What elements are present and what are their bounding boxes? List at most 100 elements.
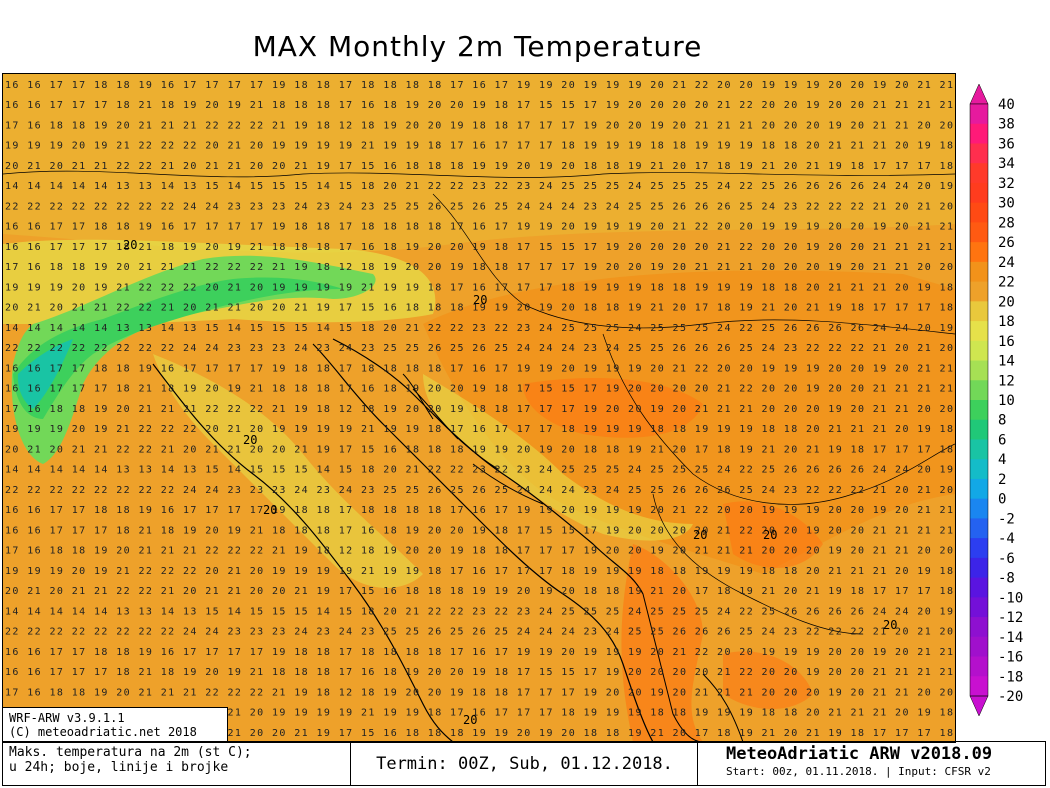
temperature-map: 16 16 17 17 18 18 19 16 17 17 17 17 19 1… (2, 73, 956, 743)
colorbar-tick-label: -14 (998, 630, 1023, 646)
contour-label: 20 (123, 238, 137, 252)
grid-value-row: 16 16 17 17 18 18 19 16 17 17 17 17 19 1… (5, 80, 953, 91)
border-line-1 (3, 170, 955, 178)
grid-value-row: 19 19 19 20 19 21 22 22 22 20 21 20 19 1… (5, 566, 953, 577)
colorbar-swatch (970, 597, 988, 618)
grid-value-row: 17 16 18 18 19 20 21 21 21 22 22 22 21 1… (5, 262, 953, 273)
description-line-2: u 24h; boje, linije i brojke (9, 760, 229, 775)
grid-value-row: 19 19 19 20 19 21 22 22 22 20 21 20 19 1… (5, 708, 953, 719)
colorbar-swatch (970, 419, 988, 440)
colorbar-swatch (970, 478, 988, 500)
colorbar-tick-label: 22 (998, 275, 1015, 291)
colorbar-swatch (970, 281, 988, 302)
grid-value-row: 17 16 18 18 19 20 21 21 21 22 22 22 21 1… (5, 404, 953, 415)
colorbar-swatch (970, 656, 988, 677)
grid-value-row: 14 14 14 14 14 13 13 14 13 15 14 15 15 1… (5, 323, 953, 334)
colorbar-tick-label: -12 (998, 610, 1023, 626)
grid-value-row: 22 22 22 22 22 22 22 22 24 24 23 23 23 2… (5, 201, 953, 212)
grid-value-row: 20 21 20 21 21 22 22 21 20 21 21 20 20 2… (5, 586, 953, 597)
grid-value-row: 19 19 19 20 19 21 22 22 22 20 21 20 19 1… (5, 424, 953, 435)
grid-value-row: 14 14 14 14 14 13 13 14 13 15 14 15 15 1… (5, 606, 953, 617)
grid-value-row: 17 16 18 18 19 20 21 21 21 22 22 22 21 1… (5, 546, 953, 557)
colorbar-tick-label: 24 (998, 255, 1015, 271)
grid-value-row: 14 14 14 14 14 13 13 14 13 15 14 15 15 1… (5, 465, 953, 476)
colorbar-top-arrow (969, 83, 989, 105)
contour-label: 20 (883, 618, 897, 632)
temperature-value-grid: 16 16 17 17 18 18 19 16 17 17 17 17 19 1… (5, 80, 953, 739)
colorbar-tick-label: 8 (998, 413, 1006, 429)
colorbar-swatch (970, 242, 988, 263)
colorbar-swatch (970, 261, 988, 283)
border-line-4 (652, 493, 864, 635)
colorbar-tick-label: 2 (998, 472, 1006, 488)
colorbar-tick-label: -10 (998, 590, 1023, 606)
colorbar-swatch (970, 518, 988, 539)
grid-value-row: 16 16 17 17 18 18 19 16 17 17 17 17 19 1… (5, 647, 953, 658)
contour-label: 20 (263, 503, 277, 517)
colorbar-tick-label: 0 (998, 492, 1006, 508)
grid-value-row: 16 16 17 17 17 18 21 18 19 20 19 21 18 1… (5, 100, 953, 111)
grid-value-row: 22 22 22 22 22 22 22 22 24 24 23 23 23 2… (5, 485, 953, 496)
colorbar-tick-label: 20 (998, 294, 1015, 310)
colorbar-swatch (970, 439, 988, 460)
colorbar-tick-label: -2 (998, 511, 1015, 527)
hot-region-balkan (523, 378, 703, 438)
alps-coldest-band (13, 277, 343, 419)
grid-value-row: 17 16 18 18 19 20 21 21 21 22 22 22 21 1… (5, 687, 953, 698)
adriatic-coastline-east (332, 338, 644, 595)
colorbar-swatch (970, 676, 988, 697)
grid-value-row: 16 16 17 17 18 18 19 16 17 17 17 17 19 1… (5, 505, 953, 516)
colorbar-swatch (970, 459, 988, 480)
contour-label: 20 (463, 713, 477, 727)
contour-label: 20 (763, 528, 777, 542)
colorbar-tick-label: 10 (998, 393, 1015, 409)
grid-value-row: 16 16 17 17 18 18 19 16 17 17 17 17 19 1… (5, 363, 953, 374)
hot-region-turkey (723, 501, 823, 568)
grid-value-row: 16 16 17 17 18 18 19 16 17 17 17 17 19 1… (5, 222, 953, 233)
grid-value-row: 16 16 17 17 17 18 21 18 19 20 19 21 18 1… (5, 667, 953, 678)
brand-label: MeteoAdriatic ARW v2018.09 (726, 744, 993, 764)
footer-bar: Maks. temperatura na 2m (st C); u 24h; b… (2, 741, 1046, 786)
colorbar-tick-label: -8 (998, 571, 1015, 587)
footer-description: Maks. temperatura na 2m (st C); u 24h; b… (3, 742, 351, 785)
grid-value-row: 16 16 17 17 17 18 21 18 19 20 19 21 18 1… (5, 384, 953, 395)
colorbar-swatch (970, 182, 988, 204)
grid-value-row: 20 21 20 21 21 22 22 21 20 21 21 20 20 2… (5, 728, 953, 739)
grid-value-row: 20 21 20 21 21 22 22 21 20 21 21 20 20 2… (5, 303, 953, 314)
colorbar-swatch (970, 321, 988, 342)
colorbar-tick-label: 40 (998, 97, 1015, 113)
colorbar-swatch (970, 340, 988, 362)
colorbar-tick-label: 16 (998, 334, 1015, 350)
colorbar-swatch (970, 636, 988, 658)
colorbar-swatch (970, 577, 988, 598)
colorbar-swatch (970, 143, 988, 164)
colorbar-swatch (970, 400, 988, 421)
adriatic-coastline-west (312, 343, 654, 742)
colorbar-tick-label: 32 (998, 176, 1015, 192)
colorbar-tick-label: 36 (998, 136, 1015, 152)
colorbar-tick-label: 12 (998, 373, 1015, 389)
colorbar-tick-label: -16 (998, 650, 1023, 666)
border-line-3 (602, 333, 955, 505)
colorbar-tick-label: 34 (998, 156, 1015, 172)
colorbar-tick-label: 38 (998, 117, 1015, 133)
model-info-box: WRF-ARW v3.9.1.1 (C) meteoadriatic.net 2… (2, 707, 228, 741)
temperature-colorbar: 4038363432302826242220181614121086420-2-… (969, 83, 1023, 717)
colorbar-swatch (970, 498, 988, 519)
grid-value-row: 16 16 17 17 17 18 21 18 19 20 19 21 18 1… (5, 525, 953, 536)
colorbar-tick-label: -6 (998, 551, 1015, 567)
colorbar-bottom-arrow (969, 695, 989, 717)
contour-label: 20 (693, 528, 707, 542)
grid-value-row: 19 19 19 20 19 21 22 22 22 20 21 20 19 1… (5, 141, 953, 152)
colorbar-tick-label: 30 (998, 196, 1015, 212)
border-line-2 (432, 193, 955, 335)
grid-value-row: 22 22 22 22 22 22 22 22 24 24 23 23 23 2… (5, 343, 953, 354)
hot-region-greece (621, 544, 703, 742)
colorbar-tick-label: 28 (998, 215, 1015, 231)
colorbar-swatch (970, 380, 988, 401)
grid-value-row: 19 19 19 20 19 21 22 22 22 20 21 20 19 1… (5, 282, 953, 293)
hot-region-aegean (723, 651, 813, 709)
colorbar-tick-label: 18 (998, 314, 1015, 330)
colorbar-swatch (970, 222, 988, 243)
italy-coastline-west (152, 363, 454, 742)
